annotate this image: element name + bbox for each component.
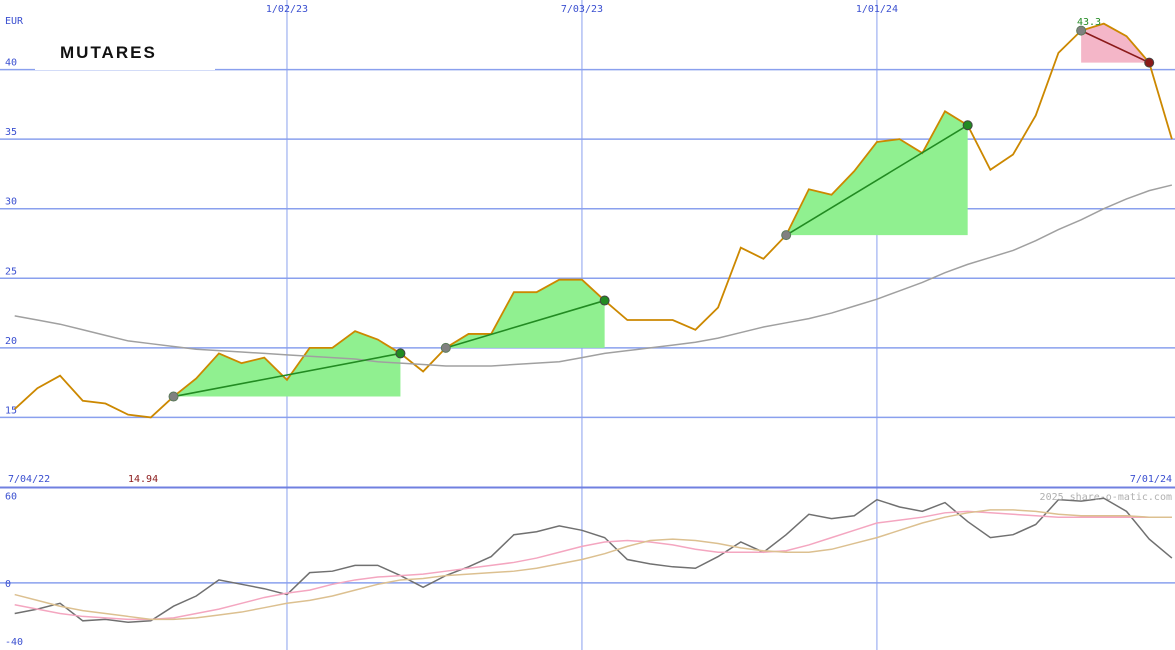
- y-tick-label: 60: [5, 491, 17, 502]
- trend-start: [1076, 25, 1087, 36]
- trend-area: [786, 111, 968, 236]
- y-tick-label: 25: [5, 266, 17, 277]
- y-tick-label: 30: [5, 197, 17, 208]
- series-line: [14, 22, 1173, 419]
- series-line: [14, 497, 1173, 624]
- y-tick-label: 20: [5, 336, 17, 347]
- y-tick-label: 35: [5, 127, 17, 138]
- title-box: [35, 34, 215, 70]
- trend-start: [168, 391, 179, 402]
- credit: 2025 share-o-matic.com: [1040, 492, 1172, 503]
- trend-area: [173, 331, 401, 397]
- series-line: [14, 184, 1173, 367]
- trend-end: [962, 120, 973, 131]
- trend-line: [173, 352, 401, 398]
- series-line: [14, 509, 1172, 621]
- end-label: 7/01/24: [1130, 474, 1172, 485]
- y-tick-label: 15: [5, 405, 17, 416]
- y-tick-label: -40: [5, 637, 23, 648]
- trend-end: [395, 348, 406, 359]
- trend-end: [1144, 57, 1155, 68]
- chart-title: MUTARES: [60, 43, 157, 62]
- trend-start: [781, 230, 792, 241]
- y-tick-label: 40: [5, 58, 17, 69]
- low-label: 14.94: [128, 474, 158, 485]
- unit-label: EUR: [5, 16, 24, 27]
- y-tick-label: 0: [5, 579, 11, 590]
- series-line: [14, 510, 1172, 621]
- trend-line: [1080, 29, 1150, 64]
- trend-end: [599, 295, 610, 306]
- x-tick-label: 1/02/23: [266, 4, 308, 15]
- x-tick-label: 1/01/24: [856, 4, 898, 15]
- trend-areas: [173, 23, 1150, 397]
- x-tick-label: 7/03/23: [561, 4, 603, 15]
- trend-area: [1081, 23, 1150, 63]
- trend-line: [445, 299, 605, 349]
- high-label: 43.3: [1077, 17, 1101, 28]
- trend-start: [440, 342, 451, 353]
- trend-line: [785, 124, 969, 236]
- start-label: 7/04/22: [8, 474, 50, 485]
- trend-area: [445, 279, 605, 348]
